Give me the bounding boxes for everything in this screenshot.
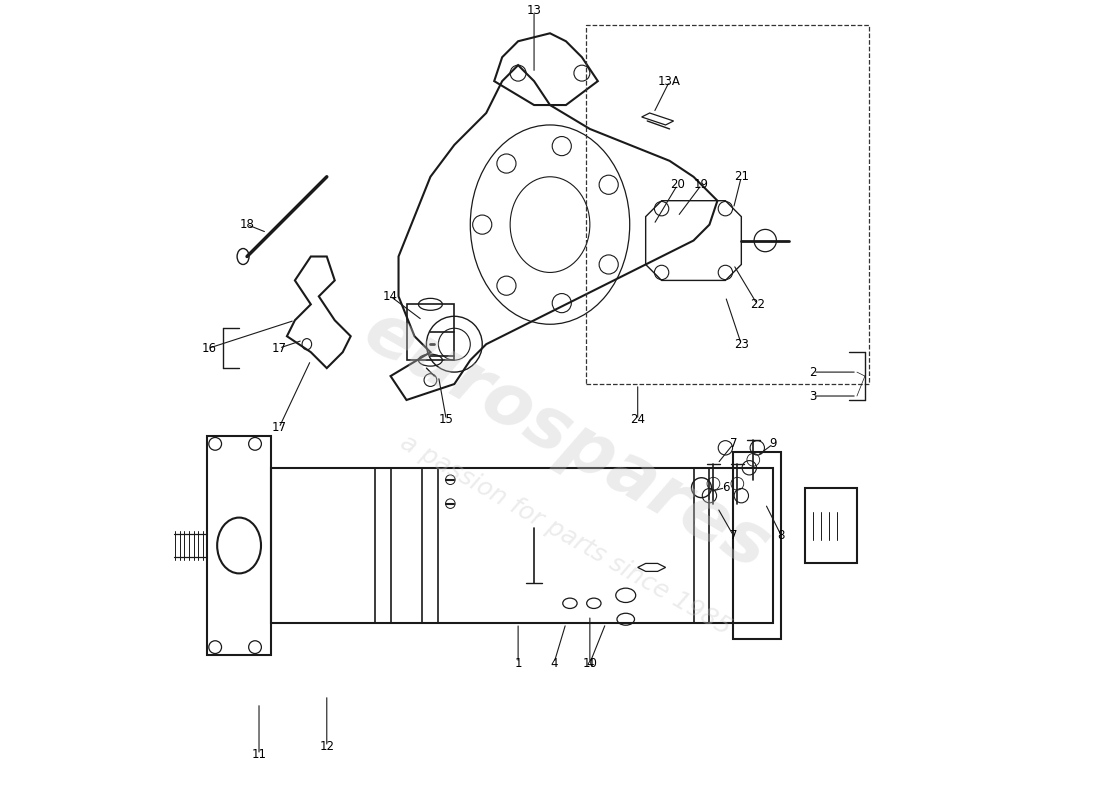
- Text: 22: 22: [750, 298, 764, 311]
- Text: 14: 14: [383, 290, 398, 303]
- Text: 10: 10: [582, 657, 597, 670]
- Text: 23: 23: [734, 338, 749, 350]
- Text: 2: 2: [810, 366, 817, 378]
- Text: 7: 7: [729, 529, 737, 542]
- Text: 12: 12: [319, 740, 334, 754]
- Text: 4: 4: [550, 657, 558, 670]
- Text: a passion for parts since 1985: a passion for parts since 1985: [396, 430, 736, 640]
- Text: 21: 21: [734, 170, 749, 183]
- Text: eurospares: eurospares: [351, 296, 781, 584]
- Text: 17: 17: [272, 342, 286, 354]
- Text: 15: 15: [439, 414, 454, 426]
- Text: 13: 13: [527, 5, 541, 18]
- Text: 19: 19: [694, 178, 710, 191]
- Text: 7: 7: [729, 438, 737, 450]
- Text: 17: 17: [272, 422, 286, 434]
- Text: 16: 16: [201, 342, 217, 354]
- Text: 1: 1: [515, 657, 521, 670]
- Text: 3: 3: [810, 390, 817, 402]
- Text: 24: 24: [630, 414, 646, 426]
- Text: 4: 4: [586, 657, 594, 670]
- Text: 11: 11: [252, 748, 266, 762]
- Text: 6: 6: [722, 481, 729, 494]
- Text: 20: 20: [670, 178, 685, 191]
- Text: 13A: 13A: [658, 74, 681, 88]
- Text: 9: 9: [770, 438, 777, 450]
- Text: 8: 8: [778, 529, 785, 542]
- Text: 18: 18: [240, 218, 254, 231]
